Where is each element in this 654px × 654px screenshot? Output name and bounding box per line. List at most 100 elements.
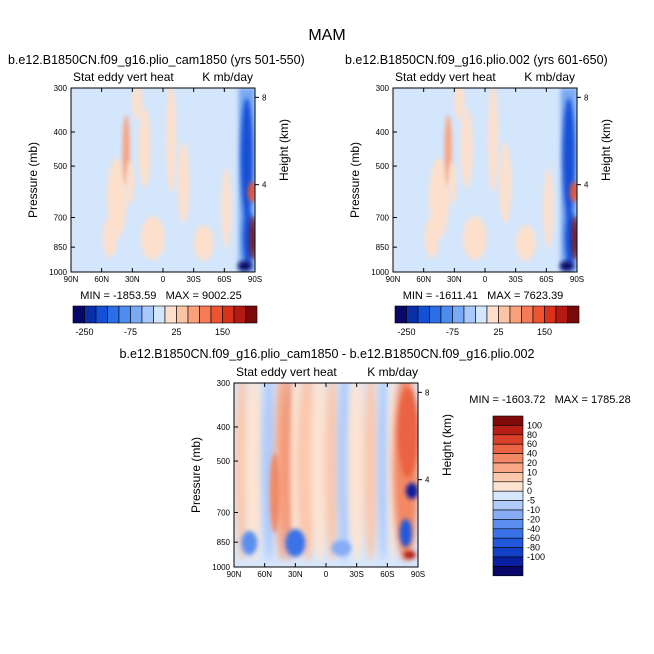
colorbar-swatch xyxy=(492,453,524,464)
panel-1-stats: MIN = -1853.59 MAX = 9002.25 xyxy=(80,290,241,302)
colorbar-swatch xyxy=(233,305,246,324)
heat-band xyxy=(337,383,352,562)
heat-blob xyxy=(193,225,214,261)
colorbar-swatch xyxy=(463,305,476,324)
y2-tick-label: 4 xyxy=(425,476,430,485)
y-tick-label: 850 xyxy=(54,243,68,252)
panel-2-stats: MIN = -1611.41 MAX = 7623.39 xyxy=(403,290,564,302)
y2-tick-label: 4 xyxy=(584,181,589,190)
heat-blob xyxy=(331,540,352,556)
colorbar-label: -75 xyxy=(446,327,459,337)
x-tick-label: 0 xyxy=(324,570,329,579)
heat-blob xyxy=(454,88,465,120)
x-tick-label: 60N xyxy=(416,275,431,284)
heat-polar-max xyxy=(249,216,255,260)
y-tick-label: 850 xyxy=(217,538,231,547)
colorbar-swatch xyxy=(406,305,419,324)
colorbar-swatch xyxy=(492,509,524,520)
y-tick-label: 300 xyxy=(217,379,231,388)
figure-title: MAM xyxy=(308,27,345,44)
colorbar-swatch xyxy=(492,481,524,492)
colorbar-label: -250 xyxy=(397,327,415,337)
heat-blob xyxy=(515,225,536,261)
heat-blob xyxy=(543,168,554,248)
y-tick-label: 700 xyxy=(54,213,68,222)
colorbar-swatch xyxy=(492,547,524,558)
colorbar-swatch xyxy=(153,305,166,324)
heat-band xyxy=(245,383,264,562)
panel-1-colorbar: -250 -75 25 150 xyxy=(72,305,258,337)
panel-3-axes: 90N 60N 30N 0 30S 60S 90S 300 400 500 700 850 1000 8 4 xyxy=(212,379,430,579)
colorbar-swatch xyxy=(118,305,131,324)
panel-3-left-label: Stat eddy vert heat xyxy=(236,365,337,379)
y2-tick-label: 4 xyxy=(262,181,267,190)
y2-tick-label: 8 xyxy=(262,93,267,102)
colorbar-swatch xyxy=(492,519,524,530)
panel-1-axes: 90N 60N 30N 0 30S 60S 90S 300 400 500 700 850 1000 8 4 xyxy=(49,84,267,284)
panel-3-heatmap xyxy=(234,383,418,567)
x-tick-label: 90N xyxy=(64,275,79,284)
colorbar-swatch xyxy=(475,305,488,324)
colorbar-label: 25 xyxy=(171,327,181,337)
x-tick-label: 90N xyxy=(227,570,242,579)
panel-1-left-label: Stat eddy vert heat xyxy=(73,70,174,84)
x-tick-label: 30N xyxy=(288,570,303,579)
x-tick-label: 30N xyxy=(125,275,140,284)
colorbar-swatch xyxy=(199,305,212,324)
heat-blob xyxy=(102,218,117,258)
colorbar-swatch xyxy=(492,462,524,473)
colorbar-swatch xyxy=(521,305,534,324)
x-tick-label: 60N xyxy=(94,275,109,284)
heat-blob xyxy=(488,88,499,193)
colorbar-label: -10 xyxy=(527,505,540,515)
panel-2-left-label: Stat eddy vert heat xyxy=(395,70,496,84)
x-tick-label: 30S xyxy=(187,275,201,284)
heat-polar-core xyxy=(564,210,575,266)
y-tick-label: 400 xyxy=(376,128,390,137)
panel-2-axes: 90N 60N 30N 0 30S 60S 90S 300 400 500 700 850 1000 8 4 xyxy=(371,84,589,284)
heat-polar-max xyxy=(569,182,577,202)
x-tick-label: 30S xyxy=(509,275,523,284)
panel-3-right-label: K mb/day xyxy=(367,365,418,379)
x-tick-label: 60S xyxy=(217,275,231,284)
heat-blob xyxy=(397,388,418,478)
heat-blob xyxy=(241,531,258,555)
colorbar-swatch xyxy=(164,305,177,324)
x-tick-label: 60S xyxy=(380,570,394,579)
panel-1: b.e12.B1850CN.f09_g16.plio_cam1850 (yrs … xyxy=(8,53,305,337)
colorbar-swatch xyxy=(176,305,189,324)
heat-blob xyxy=(221,168,232,248)
colorbar-label: -100 xyxy=(527,552,545,562)
heat-blob xyxy=(285,529,306,557)
colorbar-label: -40 xyxy=(527,524,540,534)
colorbar-swatch xyxy=(532,305,545,324)
colorbar-swatch xyxy=(245,305,258,324)
x-tick-label: 30N xyxy=(447,275,462,284)
colorbar-label: -80 xyxy=(527,543,540,553)
y-tick-label: 1000 xyxy=(371,268,389,277)
y-tick-label: 400 xyxy=(54,128,68,137)
colorbar-label: 150 xyxy=(537,327,552,337)
y2-tick-label: 8 xyxy=(425,388,430,397)
x-tick-label: 90S xyxy=(570,275,584,284)
heat-blob xyxy=(448,161,457,205)
panel-3-title: b.e12.B1850CN.f09_g16.plio_cam1850 - b.e… xyxy=(120,347,535,361)
panel-1-right-label: K mb/day xyxy=(202,70,253,84)
colorbar-swatch xyxy=(498,305,511,324)
colorbar-label: 10 xyxy=(527,467,537,477)
y-tick-label: 700 xyxy=(217,508,231,517)
panel-1-heatmap xyxy=(71,88,255,272)
x-tick-label: 90S xyxy=(248,275,262,284)
heat-blob xyxy=(138,108,151,188)
heat-band xyxy=(234,383,250,562)
colorbar-swatch xyxy=(486,305,499,324)
heat-band xyxy=(363,383,379,562)
colorbar-swatch xyxy=(492,472,524,483)
panel-3-stats: MIN = -1603.72 MAX = 1785.28 xyxy=(469,394,630,406)
heat-blob xyxy=(177,143,190,223)
heat-blob xyxy=(460,108,473,188)
panel-3-ylabel: Pressure (mb) xyxy=(189,437,203,513)
heat-blob xyxy=(424,218,439,258)
panel-2-title: b.e12.B1850CN.f09_g16.plio.002 (yrs 601-… xyxy=(345,53,608,67)
